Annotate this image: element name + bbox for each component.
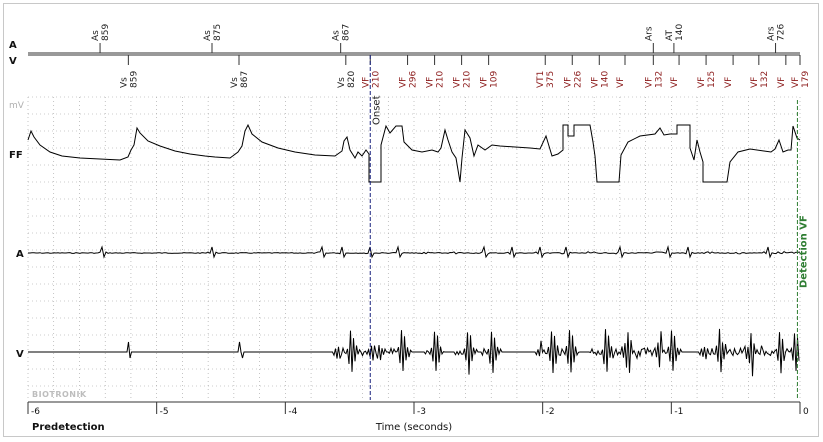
ventricular-marker-value: 296	[409, 71, 419, 88]
ventricular-marker-label: VF	[590, 77, 600, 88]
ventricular-marker-label: Vs	[119, 77, 129, 88]
ventricular-marker-value: 375	[546, 71, 556, 88]
a-trace	[28, 245, 801, 259]
ventricular-marker-value: 179	[801, 71, 811, 88]
ventricular-marker-label: VF	[399, 77, 409, 88]
atrial-marker-value: 867	[342, 24, 352, 41]
ventricular-marker-value: 210	[371, 71, 381, 88]
time-axis-title: Time (seconds)	[375, 422, 452, 433]
ventricular-marker-value: 820	[347, 71, 357, 88]
time-tick-label: -2	[546, 407, 555, 417]
ventricular-marker-label: VF	[453, 77, 463, 88]
ventricular-marker-label: Vs	[230, 77, 240, 88]
ventricular-marker-label: VF	[777, 77, 787, 88]
ventricular-marker-value: 132	[760, 71, 770, 88]
ventricular-marker-label: VF	[791, 77, 801, 88]
v-trace	[28, 328, 800, 377]
atrial-marker-value: 875	[213, 24, 223, 41]
atrial-marker-label: As	[332, 30, 342, 41]
ventricular-marker-label: VF	[750, 77, 760, 88]
ventricular-marker-label: VF	[644, 77, 654, 88]
ventricular-marker-label: VF	[361, 77, 371, 88]
ventricular-marker-label: Vs	[337, 77, 347, 88]
time-axis-ticks: -6 -5 -4 -3 -2 -1 0	[27, 402, 809, 417]
atrial-marker-label: As	[91, 30, 101, 41]
ventricular-marker-value: 109	[490, 71, 500, 88]
ventricular-marker-value: 132	[654, 71, 664, 88]
ventricular-marker-label: VF	[697, 77, 707, 88]
strip-frame	[3, 3, 819, 437]
time-tick-label: -4	[288, 407, 297, 417]
ventricular-marker-value: 210	[463, 71, 473, 88]
ff-channel-label: FF	[9, 150, 23, 161]
ventricular-marker-label: VF	[616, 77, 626, 88]
a-channel-label: A	[16, 249, 24, 260]
marker-v-label: V	[9, 56, 17, 67]
ventricular-marker-label: VF	[426, 77, 436, 88]
detection-label: Detection VF	[798, 215, 809, 288]
atrial-marker-label: Ars	[767, 26, 777, 41]
ventricular-marker-value: 140	[600, 71, 610, 88]
ff-trace	[27, 123, 801, 183]
atrial-marker-label: Ars	[644, 26, 654, 41]
ventricular-marker-label: VF	[670, 77, 680, 88]
ventricular-marker-value: 125	[707, 71, 717, 88]
atrial-marker-value: 726	[777, 24, 787, 41]
ventricular-marker-value: 859	[129, 71, 139, 88]
time-tick-label: -1	[674, 407, 683, 417]
ventricular-marker-label: VT1	[536, 71, 546, 88]
ventricular-marker-value: 210	[436, 71, 446, 88]
unit-label: mV	[9, 101, 25, 111]
atrial-marker-value: 140	[675, 24, 685, 41]
marker-a-label: A	[9, 40, 17, 51]
time-tick-label: -5	[160, 407, 169, 417]
ventricular-marker-label: VF	[563, 77, 573, 88]
ventricular-marker-label: VF	[480, 77, 490, 88]
atrial-marker-label: As	[203, 30, 213, 41]
ventricular-marker-value: 226	[573, 71, 583, 88]
ventricular-marker-value: 867	[240, 71, 250, 88]
v-channel-label: V	[16, 349, 24, 360]
ventricular-marker-label: VF	[724, 77, 734, 88]
brand-watermark: BIOTRONIK	[32, 390, 87, 399]
atrial-marker-label: AT	[665, 30, 675, 41]
atrial-marker-value: 859	[101, 24, 111, 41]
time-tick-label: -6	[31, 407, 40, 417]
time-tick-label: 0	[803, 407, 809, 417]
egm-traces	[27, 123, 801, 377]
time-tick-label: -3	[417, 407, 426, 417]
plot-grid	[27, 96, 801, 400]
onset-label: Onset	[371, 95, 382, 125]
predetection-label: Predetection	[32, 422, 105, 433]
